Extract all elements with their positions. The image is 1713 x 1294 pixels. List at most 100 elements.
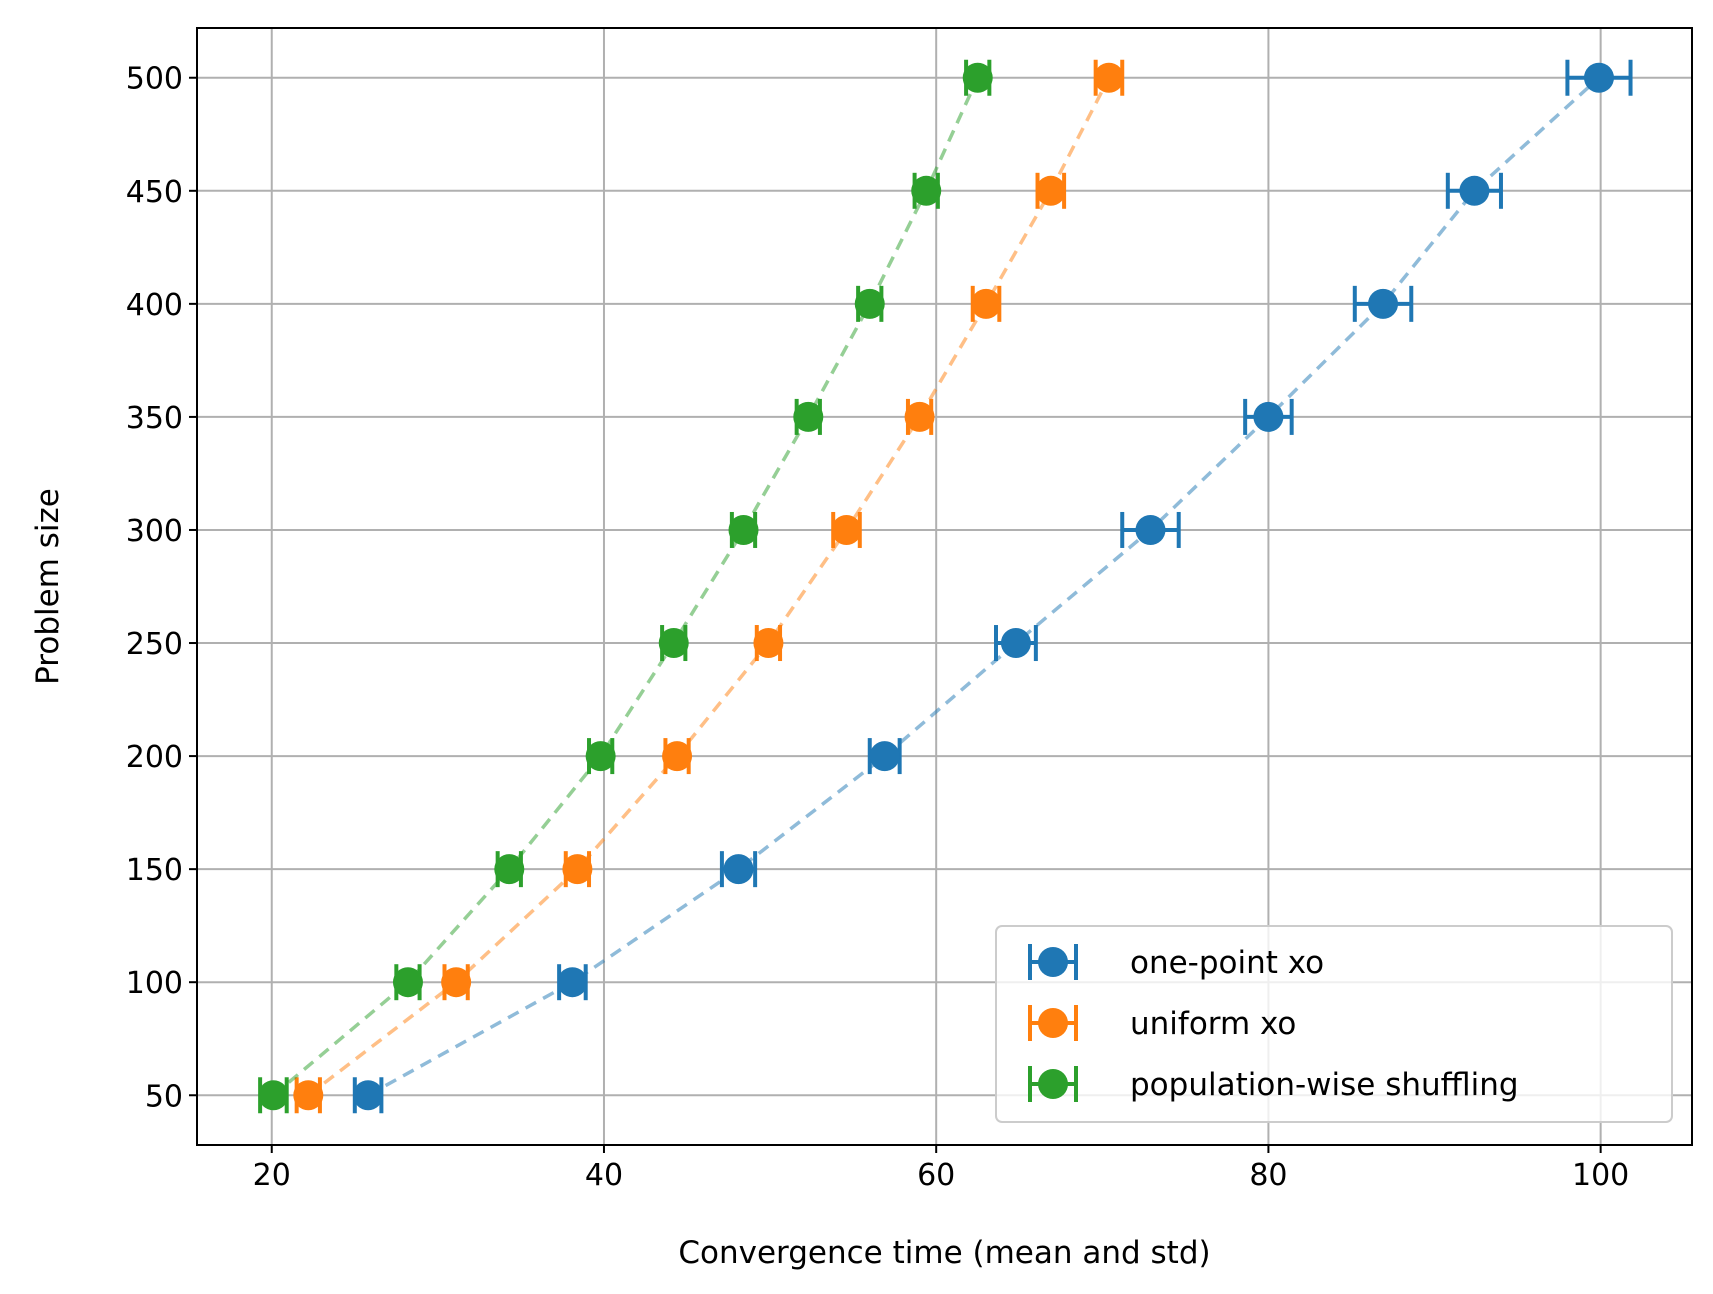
data-point-group bbox=[831, 511, 862, 548]
data-point bbox=[869, 741, 900, 772]
data-point-group bbox=[1565, 59, 1633, 96]
data-point bbox=[293, 1080, 324, 1111]
legend-marker bbox=[1028, 1005, 1078, 1041]
data-point bbox=[854, 288, 885, 319]
data-point-group bbox=[557, 964, 588, 1001]
data-point bbox=[728, 514, 759, 545]
data-point bbox=[971, 288, 1002, 319]
data-point-group bbox=[392, 964, 423, 1001]
x-axis-label: Convergence time (mean and std) bbox=[678, 1235, 1210, 1271]
x-tick-label: 40 bbox=[585, 1158, 623, 1193]
y-tick-label: 150 bbox=[126, 853, 183, 888]
data-point-group bbox=[728, 511, 759, 548]
y-tick-label: 300 bbox=[126, 514, 183, 549]
data-point bbox=[1583, 62, 1614, 93]
data-point-group bbox=[854, 285, 885, 322]
data-point-group bbox=[441, 964, 472, 1001]
y-axis-label: Problem size bbox=[30, 488, 66, 685]
data-point-group bbox=[993, 625, 1038, 662]
data-point bbox=[585, 741, 616, 772]
data-point bbox=[723, 854, 754, 885]
y-tick-label: 500 bbox=[126, 62, 183, 97]
data-point bbox=[392, 967, 423, 998]
legend-label: uniform xo bbox=[1130, 1006, 1296, 1042]
data-point bbox=[441, 967, 472, 998]
data-point bbox=[1038, 1069, 1068, 1099]
data-point-group bbox=[904, 398, 935, 435]
data-point bbox=[1135, 514, 1166, 545]
y-tick-label: 250 bbox=[126, 627, 183, 662]
data-point bbox=[557, 967, 588, 998]
data-point-group bbox=[970, 285, 1002, 322]
data-point-group bbox=[258, 1077, 289, 1114]
data-point-group bbox=[719, 851, 758, 888]
x-tick-label: 80 bbox=[1249, 1158, 1287, 1193]
legend-entry-uniform-xo: uniform xo bbox=[1028, 1005, 1296, 1042]
x-tick-label: 20 bbox=[253, 1158, 291, 1193]
grid bbox=[197, 28, 1692, 1145]
data-point bbox=[911, 175, 942, 206]
data-point-group bbox=[793, 398, 824, 435]
legend-box bbox=[995, 925, 1673, 1123]
data-point-group bbox=[658, 625, 689, 662]
data-point bbox=[753, 628, 784, 659]
data-point bbox=[1000, 628, 1031, 659]
data-point bbox=[793, 401, 824, 432]
data-point bbox=[1038, 1008, 1068, 1038]
data-point-group bbox=[911, 172, 942, 209]
plot-area bbox=[258, 59, 1633, 1114]
legend-marker bbox=[1028, 944, 1078, 980]
data-point bbox=[1459, 175, 1490, 206]
legend-entry-population-wise-shuffling: population-wise shuffling bbox=[1028, 1066, 1519, 1103]
data-point-group bbox=[1243, 398, 1294, 435]
series-line bbox=[272, 77, 980, 1097]
data-point bbox=[562, 854, 593, 885]
data-point-group bbox=[1445, 172, 1503, 209]
data-point bbox=[1253, 401, 1284, 432]
y-tick-label: 100 bbox=[126, 966, 183, 1001]
data-point bbox=[658, 628, 689, 659]
data-point-group bbox=[662, 738, 693, 775]
axis-ticks: 20 40 60 80 100 50 100 150 200 250 300 350 400 450 500 bbox=[126, 62, 1630, 1193]
data-point bbox=[1368, 288, 1399, 319]
data-point bbox=[1093, 62, 1124, 93]
data-point-group bbox=[352, 1077, 384, 1114]
y-tick-label: 350 bbox=[126, 401, 183, 436]
data-point bbox=[353, 1080, 384, 1111]
data-point-group bbox=[562, 851, 593, 888]
data-point bbox=[258, 1080, 289, 1111]
data-point-group bbox=[962, 59, 993, 96]
data-point-group bbox=[1093, 59, 1125, 96]
data-point bbox=[1038, 947, 1068, 977]
series-line bbox=[367, 76, 1601, 1097]
data-point bbox=[1035, 175, 1066, 206]
legend-label: population-wise shuffling bbox=[1130, 1067, 1519, 1103]
data-point bbox=[831, 514, 862, 545]
data-point-group bbox=[1035, 172, 1067, 209]
y-tick-label: 50 bbox=[145, 1079, 183, 1114]
series-2 bbox=[258, 59, 993, 1114]
y-tick-label: 400 bbox=[126, 288, 183, 323]
data-point-group bbox=[753, 625, 784, 662]
data-point-group bbox=[585, 738, 616, 775]
y-tick-label: 200 bbox=[126, 740, 183, 775]
x-tick-label: 100 bbox=[1572, 1158, 1629, 1193]
legend-label: one-point xo bbox=[1130, 945, 1324, 981]
data-point bbox=[662, 741, 693, 772]
series-0 bbox=[352, 59, 1633, 1114]
series-line bbox=[307, 76, 1111, 1097]
legend-marker bbox=[1028, 1066, 1078, 1102]
data-point bbox=[494, 854, 525, 885]
data-point-group bbox=[867, 738, 902, 775]
data-point-group bbox=[1120, 511, 1181, 548]
data-point-group bbox=[1352, 285, 1414, 322]
data-point-group bbox=[494, 851, 525, 888]
data-point-group bbox=[293, 1077, 324, 1114]
data-point bbox=[904, 401, 935, 432]
series-1 bbox=[293, 59, 1125, 1114]
y-tick-label: 450 bbox=[126, 175, 183, 210]
plot-frame bbox=[196, 27, 1693, 1146]
legend-entry-one-point-xo: one-point xo bbox=[1028, 944, 1324, 981]
x-tick-label: 60 bbox=[917, 1158, 955, 1193]
